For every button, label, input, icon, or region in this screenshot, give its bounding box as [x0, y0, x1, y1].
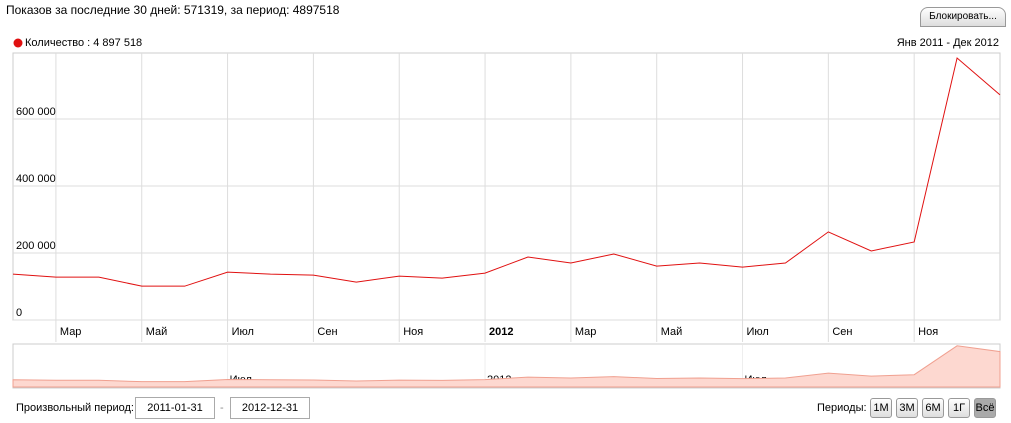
plot-frame	[12, 52, 1001, 321]
y-tick-label: 200 000	[16, 240, 56, 252]
period-button[interactable]: 3М	[896, 398, 918, 418]
y-tick-label: 0	[16, 307, 22, 319]
end-date[interactable]: 2012-12-31	[230, 397, 310, 419]
period-button[interactable]: 1Г	[948, 398, 970, 418]
x-tick-label: Ноя	[403, 326, 423, 338]
x-tick-label: Июл	[747, 326, 769, 338]
periods-label: Периоды:	[817, 402, 867, 414]
legend-marker	[13, 38, 23, 48]
block-button[interactable]: Блокировать...	[920, 7, 1006, 27]
x-tick-label: Мар	[575, 326, 597, 338]
line	[12, 57, 1001, 287]
period-button[interactable]: 6М	[922, 398, 944, 418]
x-tick-label: Ноя	[918, 326, 938, 338]
y-tick-label: 400 000	[16, 173, 56, 185]
x-tick-label: Май	[146, 326, 168, 338]
y-tick-label: 600 000	[16, 106, 56, 118]
separator: -	[220, 402, 224, 414]
x-tick-label: Июл	[232, 326, 254, 338]
x-tick-label: Мар	[60, 326, 82, 338]
legend-label: Количество : 4 897 518	[25, 37, 142, 49]
x-tick-label: 2012	[489, 326, 513, 338]
period-button[interactable]: 1М	[870, 398, 892, 418]
custom-label: Произвольный период:	[16, 402, 134, 414]
range-label: Янв 2011 - Дек 2012	[897, 37, 999, 49]
period-button[interactable]: Всё	[974, 398, 996, 418]
x-tick-label: Сен	[317, 326, 337, 338]
x-tick-label: Сен	[832, 326, 852, 338]
header-title: Показов за последние 30 дней: 571319, за…	[6, 3, 340, 17]
navigator-area	[12, 345, 1001, 388]
x-tick-label: Май	[661, 326, 683, 338]
chart: Янв 2011 - Дек 2012 0 200 000 400 000 600 0…	[12, 37, 1001, 389]
start-date[interactable]: 2011-01-31	[135, 397, 215, 419]
